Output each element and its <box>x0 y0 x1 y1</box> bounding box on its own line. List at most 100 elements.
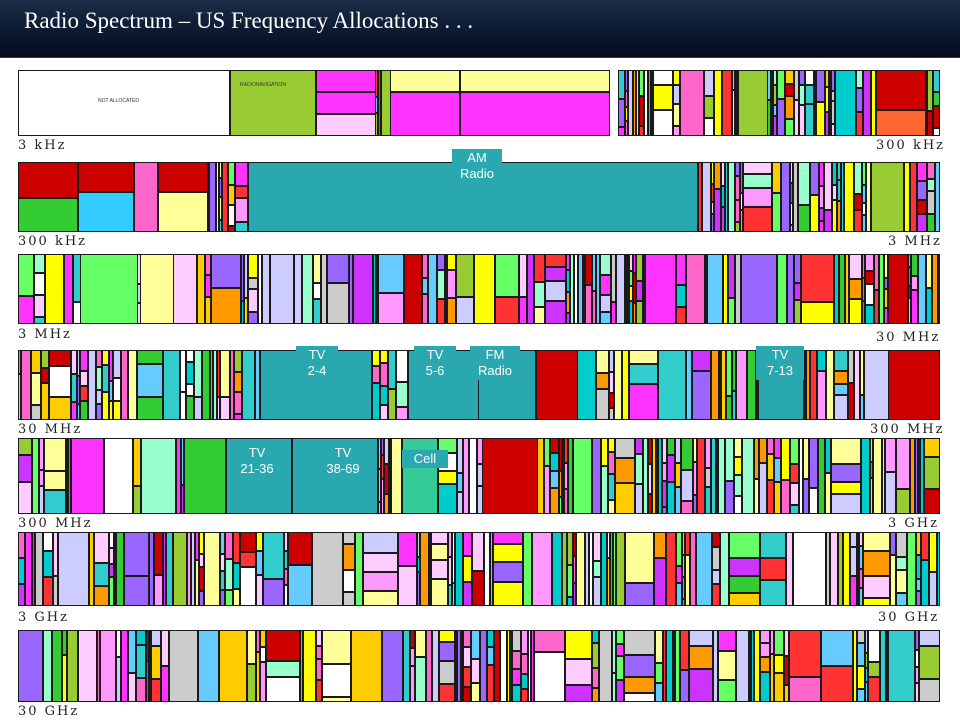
allocation-block <box>363 532 398 553</box>
allocation-block <box>378 70 381 136</box>
allocation-block <box>471 630 480 659</box>
allocation-block <box>876 110 926 136</box>
allocation-block <box>711 438 716 514</box>
allocation-block <box>759 463 767 514</box>
allocation-block <box>838 532 843 606</box>
allocation-block <box>837 180 841 201</box>
allocation-block <box>612 673 616 702</box>
allocation-block <box>777 99 785 136</box>
tv-2-4-label: TV 2-4 <box>296 346 338 380</box>
allocation-block <box>228 205 235 226</box>
allocation-block <box>856 88 863 112</box>
allocation-block <box>673 104 680 126</box>
allocation-block <box>826 532 830 606</box>
allocation-block <box>871 162 904 232</box>
allocation-block <box>116 532 124 606</box>
allocation-block <box>566 254 570 270</box>
allocation-block <box>935 162 940 232</box>
allocation-block <box>865 284 874 305</box>
allocation-block <box>908 267 911 286</box>
allocation-block <box>933 92 940 106</box>
allocation-block <box>793 162 798 232</box>
allocation-block <box>633 254 636 273</box>
allocation-block <box>890 532 896 555</box>
allocation-block <box>109 564 114 577</box>
allocation-block <box>109 548 114 564</box>
allocation-block <box>616 532 625 606</box>
allocation-block <box>927 70 933 111</box>
allocation-block <box>109 532 114 548</box>
allocation-block <box>133 438 141 486</box>
allocation-block <box>933 128 940 136</box>
allocation-block <box>378 469 381 502</box>
allocation-block <box>805 70 814 85</box>
allocation-block <box>438 471 457 484</box>
allocation-block <box>417 572 420 606</box>
allocation-block <box>821 630 853 666</box>
allocation-block <box>104 438 133 514</box>
allocation-block <box>639 96 644 126</box>
allocation-block <box>904 162 910 232</box>
allocation-block <box>656 438 658 514</box>
allocation-block <box>896 489 910 514</box>
allocation-block <box>720 532 729 606</box>
allocation-block <box>39 438 44 470</box>
allocation-block <box>890 555 896 606</box>
allocation-block <box>736 350 747 420</box>
allocation-block <box>676 307 686 324</box>
allocation-block <box>697 438 705 514</box>
allocation-block <box>521 674 528 689</box>
allocation-block <box>471 683 480 702</box>
allocation-block <box>80 386 88 401</box>
allocation-block <box>247 630 256 664</box>
allocation-block <box>817 350 826 371</box>
allocation-block <box>888 350 940 420</box>
allocation-block <box>819 186 824 208</box>
allocation-block <box>760 532 786 558</box>
allocation-block <box>437 270 445 299</box>
allocation-block <box>829 70 831 106</box>
allocation-block <box>831 124 835 136</box>
allocation-block <box>616 680 624 702</box>
allocation-block <box>937 532 940 606</box>
allocation-block <box>832 200 837 232</box>
allocation-block <box>438 484 457 514</box>
allocation-block <box>389 468 391 491</box>
allocation-block <box>217 350 220 397</box>
allocation-block <box>790 438 799 464</box>
allocation-block <box>804 371 806 386</box>
allocation-block <box>600 254 611 275</box>
allocation-block <box>163 350 180 420</box>
allocation-block <box>785 84 794 96</box>
allocation-block <box>378 293 404 324</box>
allocation-block <box>321 254 327 324</box>
allocation-block <box>689 630 713 646</box>
allocation-block <box>316 114 376 136</box>
allocation-block <box>429 544 431 557</box>
allocation-block <box>124 576 149 606</box>
allocation-block <box>675 630 680 702</box>
allocation-block <box>109 381 113 401</box>
allocation-block <box>431 544 448 560</box>
allocation-block <box>191 532 195 606</box>
allocation-block <box>316 630 322 646</box>
scale-label-30ghz-end: 30 GHz <box>878 610 940 625</box>
allocation-block <box>910 162 917 232</box>
allocation-block <box>228 162 235 185</box>
allocation-block <box>609 408 614 420</box>
allocation-block <box>410 630 415 648</box>
allocation-block <box>186 362 194 384</box>
allocation-block <box>760 657 770 672</box>
allocation-block <box>725 438 734 481</box>
allocation-block <box>151 679 161 702</box>
allocation-block <box>616 254 625 324</box>
allocation-block <box>648 464 652 494</box>
allocation-block <box>863 532 890 551</box>
allocation-block <box>585 285 592 324</box>
allocation-block <box>834 395 848 420</box>
allocation-block <box>870 462 873 478</box>
allocation-block <box>233 563 240 589</box>
allocation-block <box>924 438 940 457</box>
allocation-block <box>45 254 64 324</box>
allocation-block <box>80 254 138 324</box>
